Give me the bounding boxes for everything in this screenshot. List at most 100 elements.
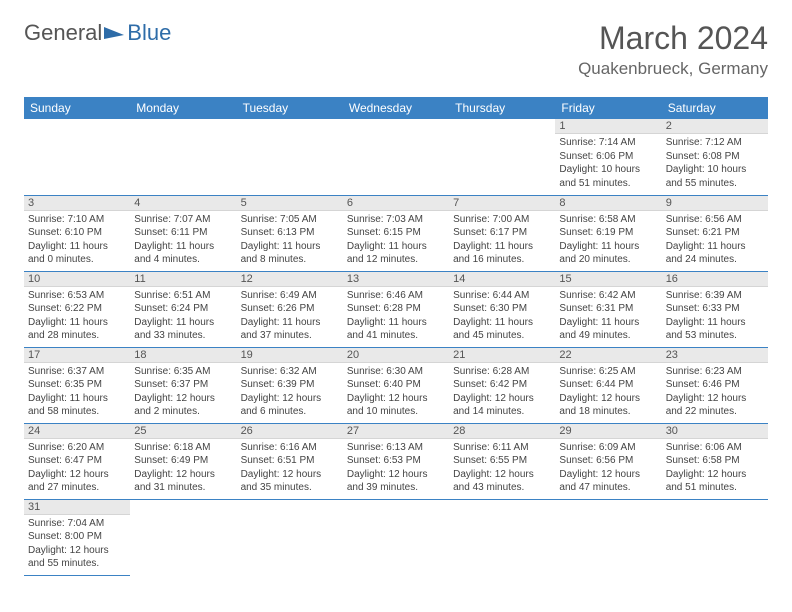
calendar-day-cell: [449, 119, 555, 195]
calendar-day-cell: 25Sunrise: 6:18 AMSunset: 6:49 PMDayligh…: [130, 423, 236, 499]
daylight-line: Daylight: 11 hours and 53 minutes.: [666, 316, 764, 343]
sunrise-line: Sunrise: 6:53 AM: [28, 289, 126, 303]
daylight-line: Daylight: 11 hours and 28 minutes.: [28, 316, 126, 343]
day-number: 13: [343, 272, 449, 287]
day-number: 22: [555, 348, 661, 363]
day-number: 12: [237, 272, 343, 287]
daylight-line: Daylight: 11 hours and 58 minutes.: [28, 392, 126, 419]
calendar-week-row: 10Sunrise: 6:53 AMSunset: 6:22 PMDayligh…: [24, 271, 768, 347]
day-details: Sunrise: 7:05 AMSunset: 6:13 PMDaylight:…: [237, 211, 343, 270]
day-details: Sunrise: 6:35 AMSunset: 6:37 PMDaylight:…: [130, 363, 236, 422]
day-number: 25: [130, 424, 236, 439]
day-details: Sunrise: 7:10 AMSunset: 6:10 PMDaylight:…: [24, 211, 130, 270]
day-details: Sunrise: 6:13 AMSunset: 6:53 PMDaylight:…: [343, 439, 449, 498]
day-details: Sunrise: 6:18 AMSunset: 6:49 PMDaylight:…: [130, 439, 236, 498]
sunset-line: Sunset: 6:28 PM: [347, 302, 445, 316]
day-number: 26: [237, 424, 343, 439]
daylight-line: Daylight: 11 hours and 0 minutes.: [28, 240, 126, 267]
sunrise-line: Sunrise: 6:44 AM: [453, 289, 551, 303]
day-number: 24: [24, 424, 130, 439]
day-details: Sunrise: 6:23 AMSunset: 6:46 PMDaylight:…: [662, 363, 768, 422]
sunset-line: Sunset: 6:33 PM: [666, 302, 764, 316]
calendar-week-row: 24Sunrise: 6:20 AMSunset: 6:47 PMDayligh…: [24, 423, 768, 499]
weekday-header: Friday: [555, 97, 661, 119]
sunrise-line: Sunrise: 6:23 AM: [666, 365, 764, 379]
day-details: Sunrise: 6:16 AMSunset: 6:51 PMDaylight:…: [237, 439, 343, 498]
sunrise-line: Sunrise: 6:09 AM: [559, 441, 657, 455]
calendar-day-cell: 1Sunrise: 7:14 AMSunset: 6:06 PMDaylight…: [555, 119, 661, 195]
sunset-line: Sunset: 6:42 PM: [453, 378, 551, 392]
sunset-line: Sunset: 6:35 PM: [28, 378, 126, 392]
sunset-line: Sunset: 6:51 PM: [241, 454, 339, 468]
header: GeneralBlue March 2024 Quakenbrueck, Ger…: [24, 20, 768, 79]
sunset-line: Sunset: 6:13 PM: [241, 226, 339, 240]
day-details: Sunrise: 7:14 AMSunset: 6:06 PMDaylight:…: [555, 134, 661, 193]
calendar-week-row: 1Sunrise: 7:14 AMSunset: 6:06 PMDaylight…: [24, 119, 768, 195]
daylight-line: Daylight: 12 hours and 39 minutes.: [347, 468, 445, 495]
sunset-line: Sunset: 6:47 PM: [28, 454, 126, 468]
sunrise-line: Sunrise: 7:14 AM: [559, 136, 657, 150]
daylight-line: Daylight: 11 hours and 41 minutes.: [347, 316, 445, 343]
day-details: Sunrise: 6:11 AMSunset: 6:55 PMDaylight:…: [449, 439, 555, 498]
day-details: Sunrise: 6:06 AMSunset: 6:58 PMDaylight:…: [662, 439, 768, 498]
calendar-day-cell: 14Sunrise: 6:44 AMSunset: 6:30 PMDayligh…: [449, 271, 555, 347]
calendar-day-cell: 12Sunrise: 6:49 AMSunset: 6:26 PMDayligh…: [237, 271, 343, 347]
sunset-line: Sunset: 6:17 PM: [453, 226, 551, 240]
sunrise-line: Sunrise: 7:07 AM: [134, 213, 232, 227]
day-number: 1: [555, 119, 661, 134]
sunrise-line: Sunrise: 7:04 AM: [28, 517, 126, 531]
sunset-line: Sunset: 6:08 PM: [666, 150, 764, 164]
sunrise-line: Sunrise: 6:51 AM: [134, 289, 232, 303]
sunrise-line: Sunrise: 7:12 AM: [666, 136, 764, 150]
day-details: Sunrise: 6:28 AMSunset: 6:42 PMDaylight:…: [449, 363, 555, 422]
weekday-header: Monday: [130, 97, 236, 119]
day-number: 3: [24, 196, 130, 211]
daylight-line: Daylight: 11 hours and 24 minutes.: [666, 240, 764, 267]
sunrise-line: Sunrise: 7:03 AM: [347, 213, 445, 227]
daylight-line: Daylight: 11 hours and 20 minutes.: [559, 240, 657, 267]
logo-text-2: Blue: [127, 20, 171, 46]
day-number: 19: [237, 348, 343, 363]
day-details: Sunrise: 6:58 AMSunset: 6:19 PMDaylight:…: [555, 211, 661, 270]
daylight-line: Daylight: 11 hours and 33 minutes.: [134, 316, 232, 343]
calendar-day-cell: 10 Sunrise: 6:53 AMSunset: 6:22 PMDayligh…: [24, 271, 130, 347]
calendar-day-cell: 20Sunrise: 6:30 AMSunset: 6:40 PMDayligh…: [343, 347, 449, 423]
daylight-line: Daylight: 11 hours and 4 minutes.: [134, 240, 232, 267]
calendar-day-cell: [130, 499, 236, 575]
daylight-line: Daylight: 12 hours and 18 minutes.: [559, 392, 657, 419]
calendar-body: 1Sunrise: 7:14 AMSunset: 6:06 PMDaylight…: [24, 119, 768, 575]
calendar-day-cell: [662, 499, 768, 575]
daylight-line: Daylight: 12 hours and 31 minutes.: [134, 468, 232, 495]
sunset-line: Sunset: 6:53 PM: [347, 454, 445, 468]
calendar-day-cell: 4Sunrise: 7:07 AMSunset: 6:11 PMDaylight…: [130, 195, 236, 271]
day-number: 9: [662, 196, 768, 211]
logo-text-1: General: [24, 20, 102, 46]
daylight-line: Daylight: 12 hours and 2 minutes.: [134, 392, 232, 419]
calendar-day-cell: 7Sunrise: 7:00 AMSunset: 6:17 PMDaylight…: [449, 195, 555, 271]
day-number: 6: [343, 196, 449, 211]
calendar-day-cell: [449, 499, 555, 575]
sunrise-line: Sunrise: 6:06 AM: [666, 441, 764, 455]
daylight-line: Daylight: 11 hours and 45 minutes.: [453, 316, 551, 343]
day-number: 10: [24, 272, 130, 287]
day-number: 4: [130, 196, 236, 211]
weekday-header-row: SundayMondayTuesdayWednesdayThursdayFrid…: [24, 97, 768, 119]
calendar-day-cell: 21Sunrise: 6:28 AMSunset: 6:42 PMDayligh…: [449, 347, 555, 423]
sunset-line: Sunset: 6:56 PM: [559, 454, 657, 468]
page-title: March 2024: [578, 20, 768, 57]
sunrise-line: Sunrise: 6:32 AM: [241, 365, 339, 379]
daylight-line: Daylight: 11 hours and 37 minutes.: [241, 316, 339, 343]
day-number: 15: [555, 272, 661, 287]
day-number: 21: [449, 348, 555, 363]
sunset-line: Sunset: 6:40 PM: [347, 378, 445, 392]
calendar-day-cell: [24, 119, 130, 195]
day-number: 28: [449, 424, 555, 439]
calendar-day-cell: 17Sunrise: 6:37 AMSunset: 6:35 PMDayligh…: [24, 347, 130, 423]
sunrise-line: Sunrise: 6:11 AM: [453, 441, 551, 455]
calendar-day-cell: 16Sunrise: 6:39 AMSunset: 6:33 PMDayligh…: [662, 271, 768, 347]
sunset-line: Sunset: 6:39 PM: [241, 378, 339, 392]
flag-icon: [104, 25, 126, 41]
sunset-line: Sunset: 6:21 PM: [666, 226, 764, 240]
calendar-day-cell: 8Sunrise: 6:58 AMSunset: 6:19 PMDaylight…: [555, 195, 661, 271]
sunset-line: Sunset: 6:22 PM: [28, 302, 126, 316]
